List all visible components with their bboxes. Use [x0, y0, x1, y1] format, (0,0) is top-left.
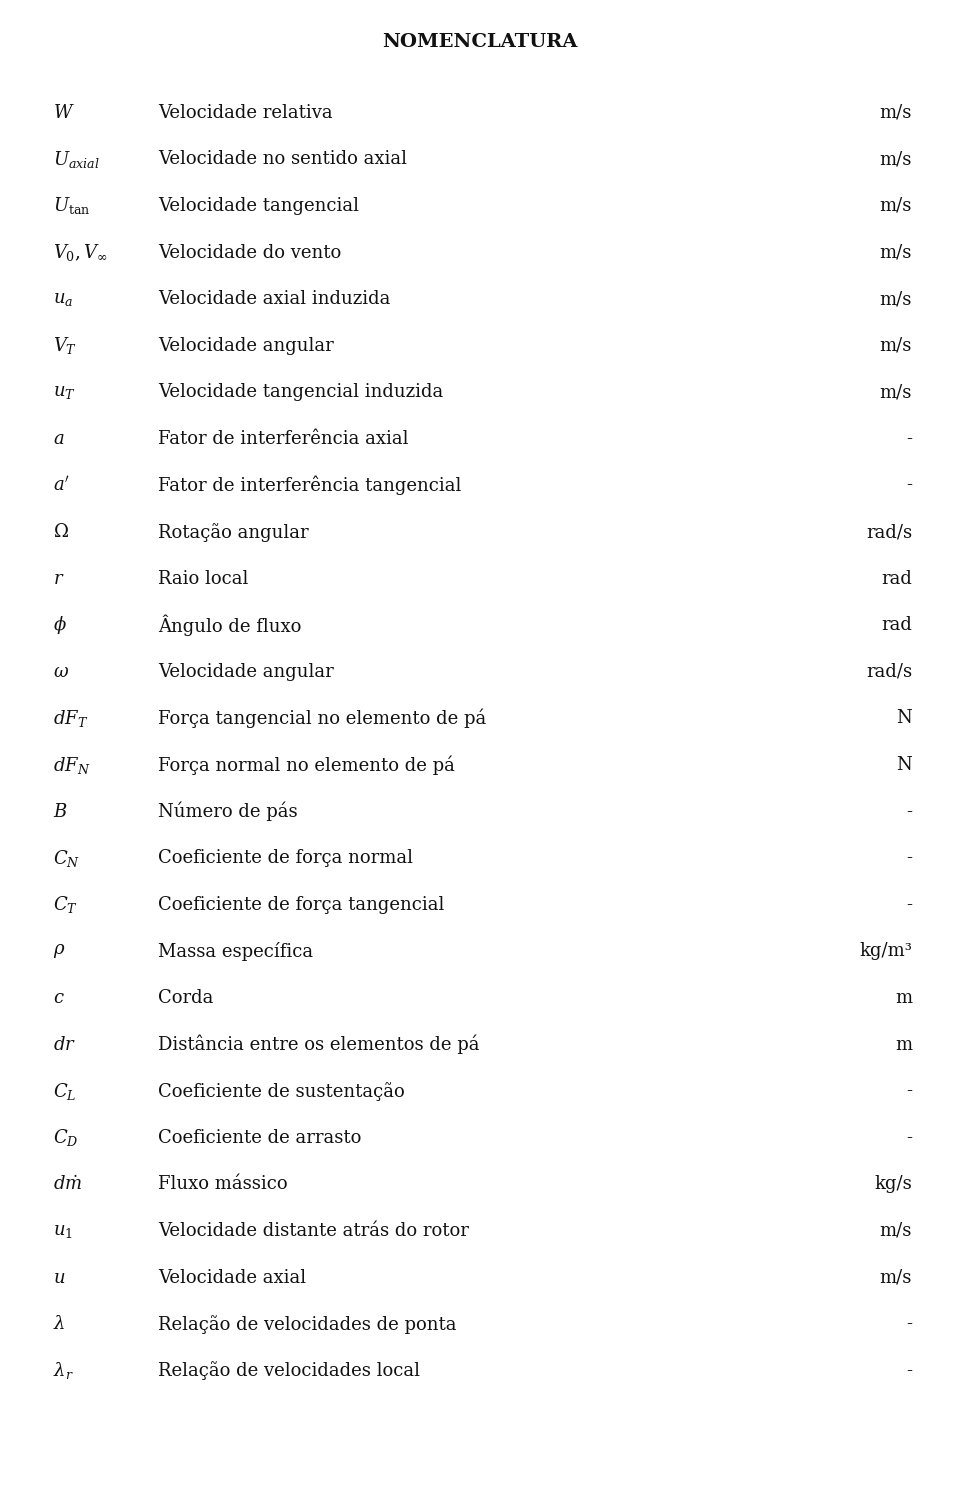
Text: Velocidade do vento: Velocidade do vento — [158, 243, 342, 262]
Text: $u_1$: $u_1$ — [53, 1222, 73, 1240]
Text: Velocidade tangencial induzida: Velocidade tangencial induzida — [158, 383, 444, 401]
Text: $B$: $B$ — [53, 803, 67, 821]
Text: $V_T$: $V_T$ — [53, 335, 77, 356]
Text: $dr$: $dr$ — [53, 1036, 76, 1054]
Text: $\lambda_r$: $\lambda_r$ — [53, 1360, 74, 1381]
Text: -: - — [906, 430, 912, 448]
Text: Coeficiente de força normal: Coeficiente de força normal — [158, 849, 414, 867]
Text: $\lambda$: $\lambda$ — [53, 1315, 65, 1333]
Text: Coeficiente de sustentação: Coeficiente de sustentação — [158, 1082, 405, 1100]
Text: Velocidade angular: Velocidade angular — [158, 337, 334, 355]
Text: $C_T$: $C_T$ — [53, 894, 78, 915]
Text: $c$: $c$ — [53, 989, 64, 1007]
Text: Velocidade axial: Velocidade axial — [158, 1269, 306, 1287]
Text: NOMENCLATURA: NOMENCLATURA — [382, 33, 578, 51]
Text: Rotação angular: Rotação angular — [158, 523, 309, 541]
Text: rad: rad — [881, 570, 912, 588]
Text: -: - — [906, 1082, 912, 1100]
Text: m: m — [895, 1036, 912, 1054]
Text: $C_D$: $C_D$ — [53, 1127, 79, 1148]
Text: -: - — [906, 849, 912, 867]
Text: Velocidade distante atrás do rotor: Velocidade distante atrás do rotor — [158, 1222, 469, 1240]
Text: $C_L$: $C_L$ — [53, 1081, 76, 1102]
Text: Ângulo de fluxo: Ângulo de fluxo — [158, 615, 301, 636]
Text: m/s: m/s — [879, 383, 912, 401]
Text: Relação de velocidades local: Relação de velocidades local — [158, 1362, 420, 1380]
Text: Fator de interferência tangencial: Fator de interferência tangencial — [158, 476, 462, 494]
Text: rad/s: rad/s — [866, 523, 912, 541]
Text: m/s: m/s — [879, 1222, 912, 1240]
Text: Fator de interferência axial: Fator de interferência axial — [158, 430, 409, 448]
Text: $\Omega$: $\Omega$ — [53, 523, 69, 541]
Text: -: - — [906, 476, 912, 494]
Text: rad: rad — [881, 616, 912, 634]
Text: m/s: m/s — [879, 243, 912, 262]
Text: $\omega$: $\omega$ — [53, 663, 69, 681]
Text: Velocidade relativa: Velocidade relativa — [158, 104, 333, 122]
Text: Força tangencial no elemento de pá: Força tangencial no elemento de pá — [158, 709, 487, 727]
Text: m/s: m/s — [879, 197, 912, 215]
Text: $dF_N$: $dF_N$ — [53, 755, 90, 776]
Text: $r$: $r$ — [53, 570, 64, 588]
Text: m/s: m/s — [879, 150, 912, 168]
Text: N: N — [897, 709, 912, 727]
Text: m/s: m/s — [879, 1269, 912, 1287]
Text: kg/s: kg/s — [875, 1175, 912, 1193]
Text: Relação de velocidades de ponta: Relação de velocidades de ponta — [158, 1315, 457, 1333]
Text: $d\dot{m}$: $d\dot{m}$ — [53, 1175, 83, 1193]
Text: $U_{axial}$: $U_{axial}$ — [53, 149, 100, 170]
Text: rad/s: rad/s — [866, 663, 912, 681]
Text: Coeficiente de arrasto: Coeficiente de arrasto — [158, 1129, 362, 1147]
Text: -: - — [906, 1315, 912, 1333]
Text: -: - — [906, 896, 912, 914]
Text: m/s: m/s — [879, 337, 912, 355]
Text: Coeficiente de força tangencial: Coeficiente de força tangencial — [158, 896, 444, 914]
Text: $a$: $a$ — [53, 430, 64, 448]
Text: $u_a$: $u_a$ — [53, 290, 73, 308]
Text: Número de pás: Número de pás — [158, 803, 298, 821]
Text: $U_{\rm tan}$: $U_{\rm tan}$ — [53, 195, 90, 216]
Text: Corda: Corda — [158, 989, 214, 1007]
Text: -: - — [906, 803, 912, 821]
Text: kg/m³: kg/m³ — [859, 942, 912, 960]
Text: Velocidade tangencial: Velocidade tangencial — [158, 197, 359, 215]
Text: $V_0,V_\infty$: $V_0,V_\infty$ — [53, 242, 108, 263]
Text: Velocidade angular: Velocidade angular — [158, 663, 334, 681]
Text: $C_N$: $C_N$ — [53, 848, 80, 869]
Text: $u_T$: $u_T$ — [53, 383, 76, 401]
Text: $u$: $u$ — [53, 1269, 65, 1287]
Text: $dF_T$: $dF_T$ — [53, 708, 88, 729]
Text: Massa específica: Massa específica — [158, 942, 314, 960]
Text: Fluxo mássico: Fluxo mássico — [158, 1175, 288, 1193]
Text: $W$: $W$ — [53, 104, 75, 122]
Text: m: m — [895, 989, 912, 1007]
Text: m/s: m/s — [879, 290, 912, 308]
Text: Força normal no elemento de pá: Força normal no elemento de pá — [158, 756, 455, 774]
Text: Velocidade no sentido axial: Velocidade no sentido axial — [158, 150, 407, 168]
Text: Velocidade axial induzida: Velocidade axial induzida — [158, 290, 391, 308]
Text: m/s: m/s — [879, 104, 912, 122]
Text: Raio local: Raio local — [158, 570, 249, 588]
Text: $\rho$: $\rho$ — [53, 942, 65, 960]
Text: Distância entre os elementos de pá: Distância entre os elementos de pá — [158, 1036, 480, 1054]
Text: -: - — [906, 1129, 912, 1147]
Text: $a'$: $a'$ — [53, 476, 70, 494]
Text: $\phi$: $\phi$ — [53, 615, 67, 636]
Text: N: N — [897, 756, 912, 774]
Text: -: - — [906, 1362, 912, 1380]
